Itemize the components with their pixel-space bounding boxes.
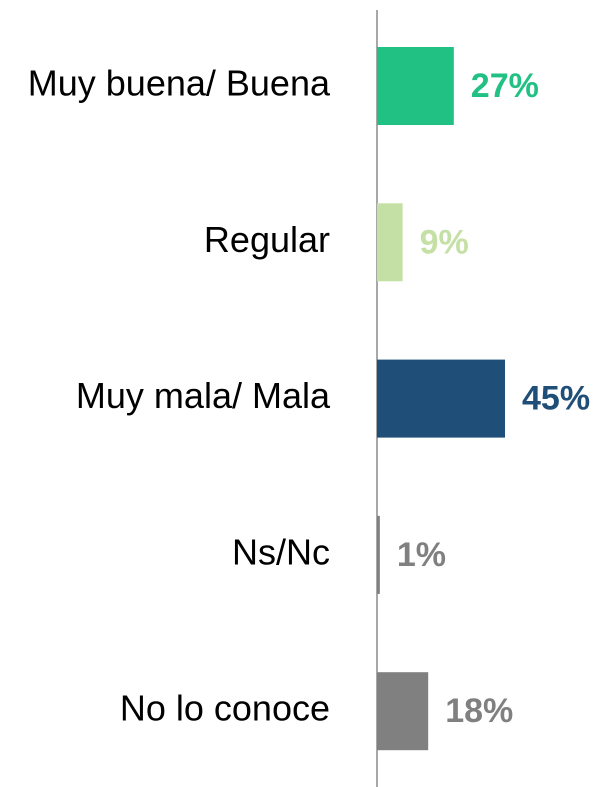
bar <box>377 359 505 438</box>
category-label: Muy buena/ Buena <box>28 63 331 104</box>
bar <box>377 47 454 125</box>
category-label: Regular <box>204 219 330 260</box>
value-label: 45% <box>522 380 590 418</box>
category-label: Muy mala/ Mala <box>76 375 331 416</box>
bar <box>377 203 403 282</box>
category-label: No lo conoce <box>120 688 330 729</box>
bar <box>377 515 380 594</box>
value-label: 1% <box>397 536 446 574</box>
bar <box>377 672 429 751</box>
value-label: 18% <box>445 692 513 730</box>
value-label: 9% <box>420 223 469 261</box>
value-label: 27% <box>471 67 539 105</box>
category-label: Ns/Nc <box>232 531 330 572</box>
